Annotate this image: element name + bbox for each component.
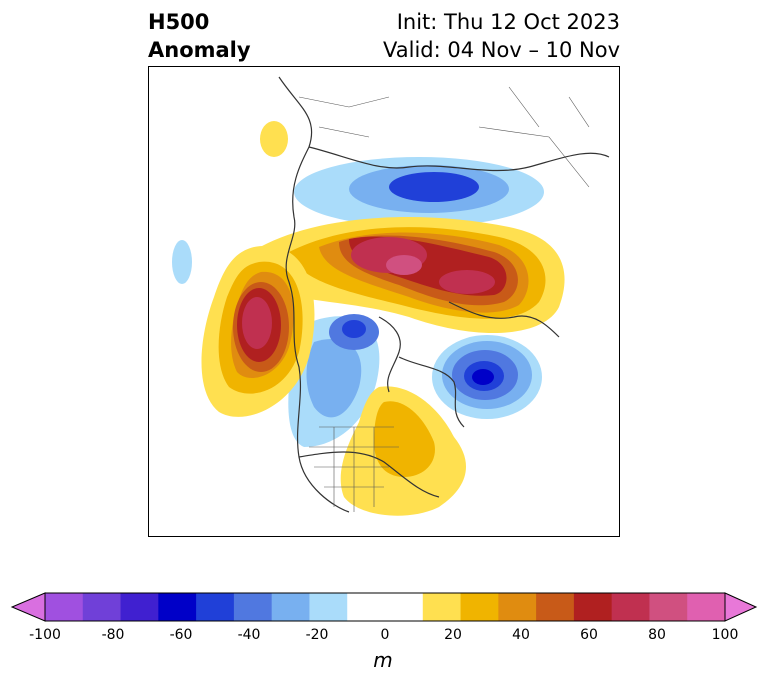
colorbar-tick-label: -40: [237, 627, 261, 643]
colorbar-bin: [309, 593, 348, 621]
colorbar: [10, 592, 758, 622]
colorbar-tick-label: 20: [444, 627, 462, 643]
colorbar-bin: [460, 593, 499, 621]
valid-dates: Valid: 04 Nov – 10 Nov: [383, 38, 620, 62]
colorbar-bins: [45, 593, 726, 621]
colorbar-tick-label: 60: [580, 627, 598, 643]
colorbar-tick-label: -80: [101, 627, 125, 643]
colorbar-tick-label: 80: [648, 627, 666, 643]
title-line-1: H500: [148, 10, 210, 34]
negative-anomaly-west: [172, 240, 192, 284]
colorbar-tick-label: -60: [169, 627, 193, 643]
colorbar-bin: [649, 593, 688, 621]
anomaly-map: [148, 66, 620, 537]
colorbar-bin: [120, 593, 159, 621]
colorbar-bin: [687, 593, 726, 621]
colorbar-tick-label: 0: [380, 627, 390, 643]
borders: [298, 86, 590, 512]
colorbar-bin: [45, 593, 84, 621]
colorbar-bin: [498, 593, 537, 621]
chart-title: H500 Anomaly: [148, 8, 251, 64]
colorbar-bin: [611, 593, 650, 621]
colorbar-bin: [158, 593, 197, 621]
coastlines: [278, 76, 610, 513]
colorbar-bin: [347, 593, 386, 621]
positive-anomaly-pacific: [201, 245, 315, 417]
colorbar-bin: [196, 593, 235, 621]
negative-anomaly-siberia: [294, 157, 544, 227]
forecast-dates: Init: Thu 12 Oct 2023 Valid: 04 Nov – 10…: [383, 8, 620, 64]
colorbar-tick-label: -20: [305, 627, 329, 643]
colorbar-units: m: [373, 648, 393, 672]
colorbar-bin: [233, 593, 273, 621]
positive-anomaly-east-america: [340, 386, 466, 516]
init-date: Init: Thu 12 Oct 2023: [396, 10, 620, 34]
colorbar-bin: [573, 593, 613, 621]
colorbar-bin: [271, 593, 310, 621]
anomaly-map-svg: [172, 76, 610, 516]
colorbar-bin: [422, 593, 462, 621]
colorbar-tick-label: 100: [711, 627, 739, 643]
negative-anomaly-canada: [288, 314, 380, 447]
colorbar-tick-label: 40: [512, 627, 530, 643]
colorbar-tick-label: -100: [29, 627, 61, 643]
colorbar-bin: [82, 593, 122, 621]
title-line-2: Anomaly: [148, 38, 251, 62]
colorbar-left-extension: [10, 592, 46, 622]
colorbar-right-extension: [724, 592, 758, 622]
colorbar-bin: [536, 593, 575, 621]
negative-anomaly-atlantic: [432, 335, 542, 419]
positive-anomaly-asia: [244, 217, 565, 334]
colorbar-bin: [385, 593, 424, 621]
positive-anomaly-small: [260, 121, 288, 157]
